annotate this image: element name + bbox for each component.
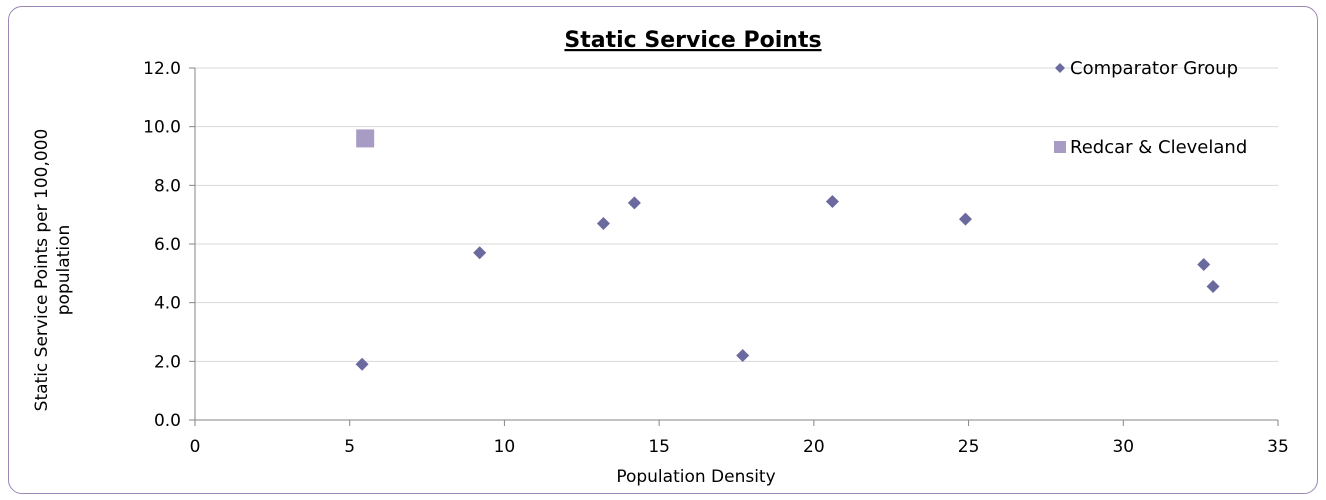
y-tick-labels: 0.0 2.0 4.0 6.0 8.0 10.0 12.0 xyxy=(143,59,181,431)
comparator-point xyxy=(596,216,610,230)
comparator-point xyxy=(355,357,369,371)
y-tick-label: 8.0 xyxy=(154,176,181,196)
y-tick-label: 12.0 xyxy=(143,59,181,79)
y-tick-label: 10.0 xyxy=(143,118,181,138)
x-tick-label: 20 xyxy=(803,437,825,457)
x-tick-label: 35 xyxy=(1267,437,1289,457)
x-tick-labels: 0 5 10 15 20 25 30 35 xyxy=(190,437,1289,457)
comparator-point xyxy=(958,212,972,226)
y-axis-label: Static Service Points per 100,000 popula… xyxy=(32,129,74,412)
x-axis-label: Population Density xyxy=(616,467,775,487)
y-axis-label-line-2: population xyxy=(54,225,74,315)
y-tick-label: 2.0 xyxy=(154,352,181,372)
x-tick-label: 0 xyxy=(190,437,201,457)
y-tick-label: 6.0 xyxy=(154,235,181,255)
comparator-point xyxy=(1197,258,1211,272)
comparator-point xyxy=(736,348,750,362)
chart-title: Static Service Points xyxy=(564,28,821,53)
legend-label: Comparator Group xyxy=(1070,58,1238,79)
comparator-point xyxy=(1206,280,1220,294)
legend-marker-redcar xyxy=(1054,141,1066,153)
comparator-point xyxy=(627,196,641,210)
chart-frame xyxy=(8,6,1318,494)
legend-marker-comparator xyxy=(1055,63,1065,73)
redcar-point xyxy=(356,129,375,148)
y-tick-label: 0.0 xyxy=(154,411,181,431)
x-tick-label: 5 xyxy=(344,437,355,457)
x-tick-label: 15 xyxy=(648,437,670,457)
x-tick-label: 10 xyxy=(494,437,516,457)
y-axis-label-line-1: Static Service Points per 100,000 xyxy=(32,129,52,412)
comparator-point xyxy=(473,246,487,260)
legend: Comparator Group Redcar & Cleveland xyxy=(1054,58,1247,158)
x-tick-label: 30 xyxy=(1112,437,1134,457)
data-points xyxy=(355,129,1220,371)
comparator-point xyxy=(825,194,839,208)
x-tick-label: 25 xyxy=(958,437,980,457)
gridlines xyxy=(195,67,1278,362)
legend-label: Redcar & Cleveland xyxy=(1070,137,1247,158)
y-tick-label: 4.0 xyxy=(154,294,181,314)
axes xyxy=(189,67,1279,426)
